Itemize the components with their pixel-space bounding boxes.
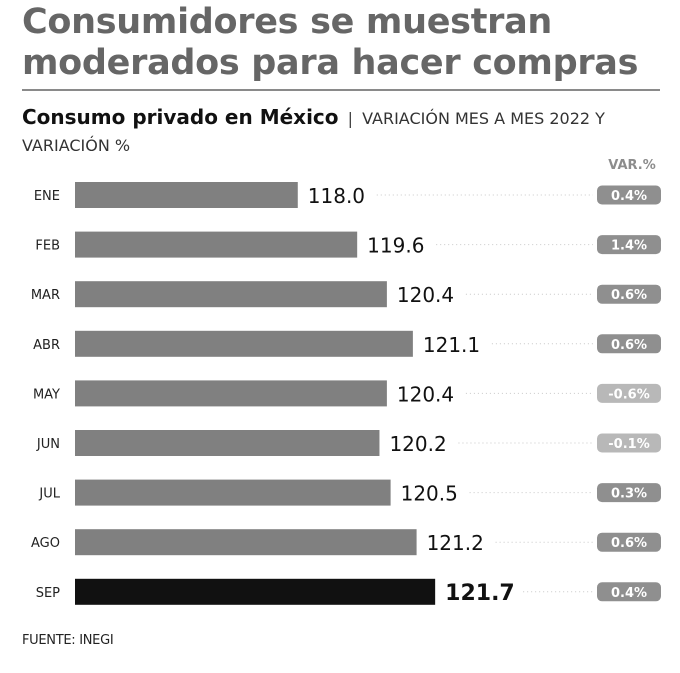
bar bbox=[75, 182, 298, 208]
value-label: 121.1 bbox=[423, 333, 480, 357]
var-column-header: VAR.% bbox=[608, 158, 656, 173]
var-badge-label: 0.6% bbox=[611, 288, 647, 303]
var-badge-label: 0.6% bbox=[611, 536, 647, 551]
bar bbox=[75, 529, 417, 556]
category-label: ABR bbox=[33, 338, 60, 353]
headline-rule bbox=[22, 89, 660, 91]
var-badge-label: -0.6% bbox=[608, 387, 649, 402]
var-badge-label: 0.4% bbox=[611, 189, 647, 204]
bar bbox=[75, 231, 358, 258]
chart-subtitle-text: VARIACIÓN MES A MES 2022 Y VARIACIÓN % bbox=[22, 109, 605, 155]
var-badge bbox=[597, 284, 661, 304]
category-label: JUN bbox=[36, 437, 60, 452]
subtitle-separator: | bbox=[347, 109, 353, 128]
bar bbox=[75, 330, 413, 357]
category-label: FEB bbox=[35, 239, 60, 254]
bar bbox=[75, 578, 436, 605]
source-note: FUENTE: INEGI bbox=[22, 633, 114, 648]
var-badge-label: 0.6% bbox=[611, 338, 647, 353]
bar bbox=[75, 479, 391, 506]
category-label: SEP bbox=[36, 586, 60, 601]
var-badge bbox=[597, 185, 661, 205]
chart-subtitle: Consumo privado en México | VARIACIÓN ME… bbox=[22, 104, 662, 159]
bar bbox=[75, 380, 387, 407]
var-badge bbox=[597, 532, 661, 552]
value-label: 120.2 bbox=[389, 432, 446, 456]
var-badge bbox=[597, 235, 661, 255]
category-label: MAR bbox=[31, 288, 60, 303]
headline: Consumidores se muestran moderados para … bbox=[22, 2, 639, 83]
value-label: 120.4 bbox=[397, 283, 454, 307]
var-badge bbox=[597, 383, 661, 403]
category-label: ENE bbox=[34, 189, 60, 204]
value-label: 118.0 bbox=[308, 184, 365, 208]
value-label: 121.7 bbox=[445, 581, 515, 606]
chart-title: Consumo privado en México bbox=[22, 105, 339, 129]
var-badge bbox=[597, 334, 661, 354]
var-badge-label: -0.1% bbox=[608, 437, 649, 452]
value-label: 119.6 bbox=[367, 234, 424, 258]
var-badge-label: 1.4% bbox=[611, 239, 647, 254]
var-badge bbox=[597, 433, 661, 453]
value-label: 120.4 bbox=[397, 382, 454, 406]
value-label: 120.5 bbox=[401, 482, 458, 506]
category-label: MAY bbox=[33, 387, 60, 402]
var-badge-label: 0.4% bbox=[611, 586, 647, 601]
bar bbox=[75, 430, 380, 456]
var-badge-label: 0.3% bbox=[611, 487, 647, 502]
value-label: 121.2 bbox=[427, 531, 484, 555]
var-badge bbox=[597, 582, 661, 602]
category-label: JUL bbox=[38, 487, 60, 502]
var-badge bbox=[597, 483, 661, 503]
category-label: AGO bbox=[31, 536, 60, 551]
bar bbox=[75, 281, 387, 308]
